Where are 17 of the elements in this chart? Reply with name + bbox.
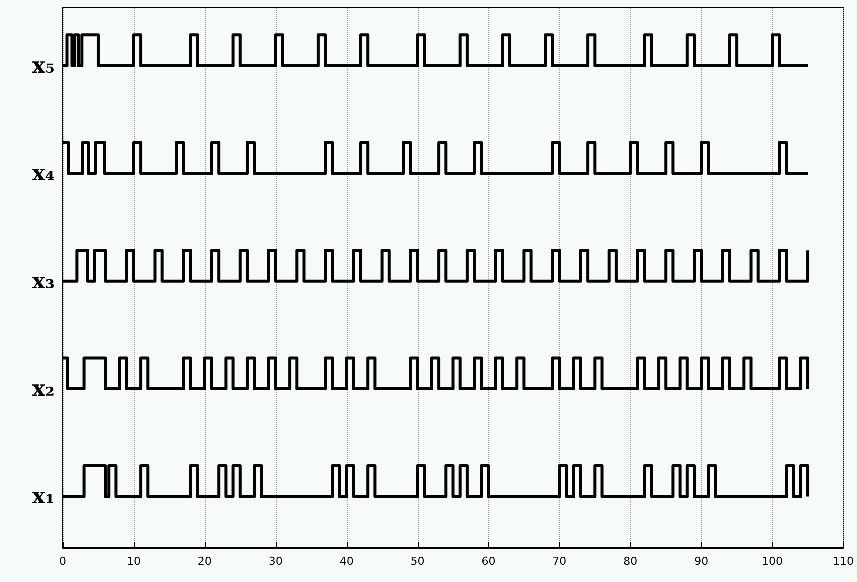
x-tick-label: 10 xyxy=(126,555,141,568)
series-label: x₄ xyxy=(32,160,55,187)
x-tick-label: 20 xyxy=(198,555,212,568)
x-tick-label: 50 xyxy=(410,555,425,568)
x-tick-label: 100 xyxy=(762,555,784,568)
series-label: x₂ xyxy=(32,376,55,402)
x-tick-label: 110 xyxy=(833,555,854,568)
x-tick-label: 60 xyxy=(482,555,496,568)
series-label: x₁ xyxy=(32,484,55,510)
x-tick-label: 70 xyxy=(552,555,567,568)
x-tick-label: 90 xyxy=(694,555,709,568)
series-label: x₃ xyxy=(32,268,55,294)
x-tick-label: 30 xyxy=(268,555,283,568)
series-label: x₅ xyxy=(32,52,55,79)
x-tick-label: 0 xyxy=(60,555,66,568)
x-tick-label: 80 xyxy=(624,555,638,568)
x-tick-label: 40 xyxy=(340,555,354,568)
